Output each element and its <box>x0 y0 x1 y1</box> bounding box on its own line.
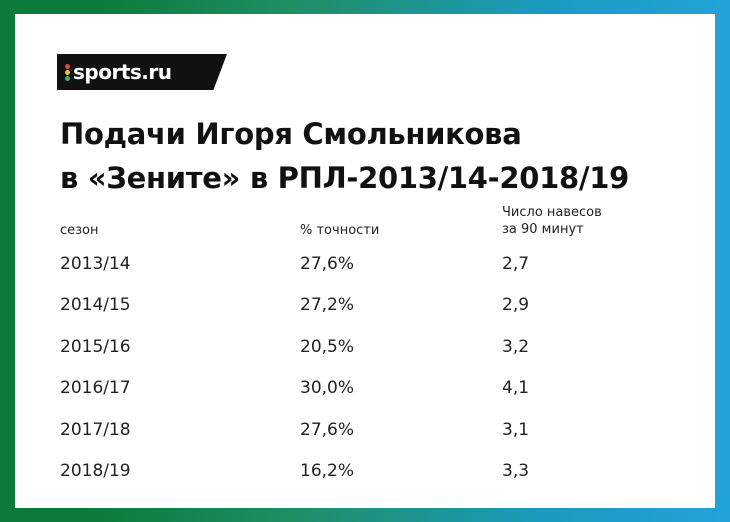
cell-accuracy: 16,2% <box>300 461 355 481</box>
header-crosses-line-1: Число навесов <box>502 205 602 220</box>
logo-dots-icon <box>65 64 71 82</box>
logo-text: sports.ru <box>73 60 172 84</box>
cell-crosses: 2,7 <box>502 254 530 274</box>
infographic-card: sports.ru Подачи Игоря Смольникова в «Зе… <box>15 14 715 508</box>
cell-accuracy: 20,5% <box>300 337 355 357</box>
cell-season: 2017/18 <box>60 420 131 440</box>
cell-season: 2014/15 <box>60 295 131 315</box>
title-line-2: в «Зените» в РПЛ-2013/14-2018/19 <box>60 161 629 195</box>
header-accuracy: % точности <box>300 223 380 238</box>
cell-crosses: 3,3 <box>502 461 530 481</box>
cell-season: 2016/17 <box>60 378 131 398</box>
cell-crosses: 3,1 <box>502 420 530 440</box>
header-crosses-line-2: за 90 минут <box>502 222 584 237</box>
infographic-title: Подачи Игоря Смольникова в «Зените» в РП… <box>60 112 680 200</box>
cell-accuracy: 27,6% <box>300 420 355 440</box>
cell-accuracy: 30,0% <box>300 378 355 398</box>
cell-accuracy: 27,2% <box>300 295 355 315</box>
cell-crosses: 2,9 <box>502 295 530 315</box>
header-crosses: Число навесов за 90 минут <box>502 204 602 238</box>
cell-season: 2013/14 <box>60 254 131 274</box>
title-line-1: Подачи Игоря Смольникова <box>60 117 522 151</box>
header-season: сезон <box>60 223 99 238</box>
cell-crosses: 3,2 <box>502 337 530 357</box>
cell-season: 2015/16 <box>60 337 131 357</box>
cell-season: 2018/19 <box>60 461 131 481</box>
sports-ru-logo: sports.ru <box>57 54 227 90</box>
cell-accuracy: 27,6% <box>300 254 355 274</box>
cell-crosses: 4,1 <box>502 378 530 398</box>
